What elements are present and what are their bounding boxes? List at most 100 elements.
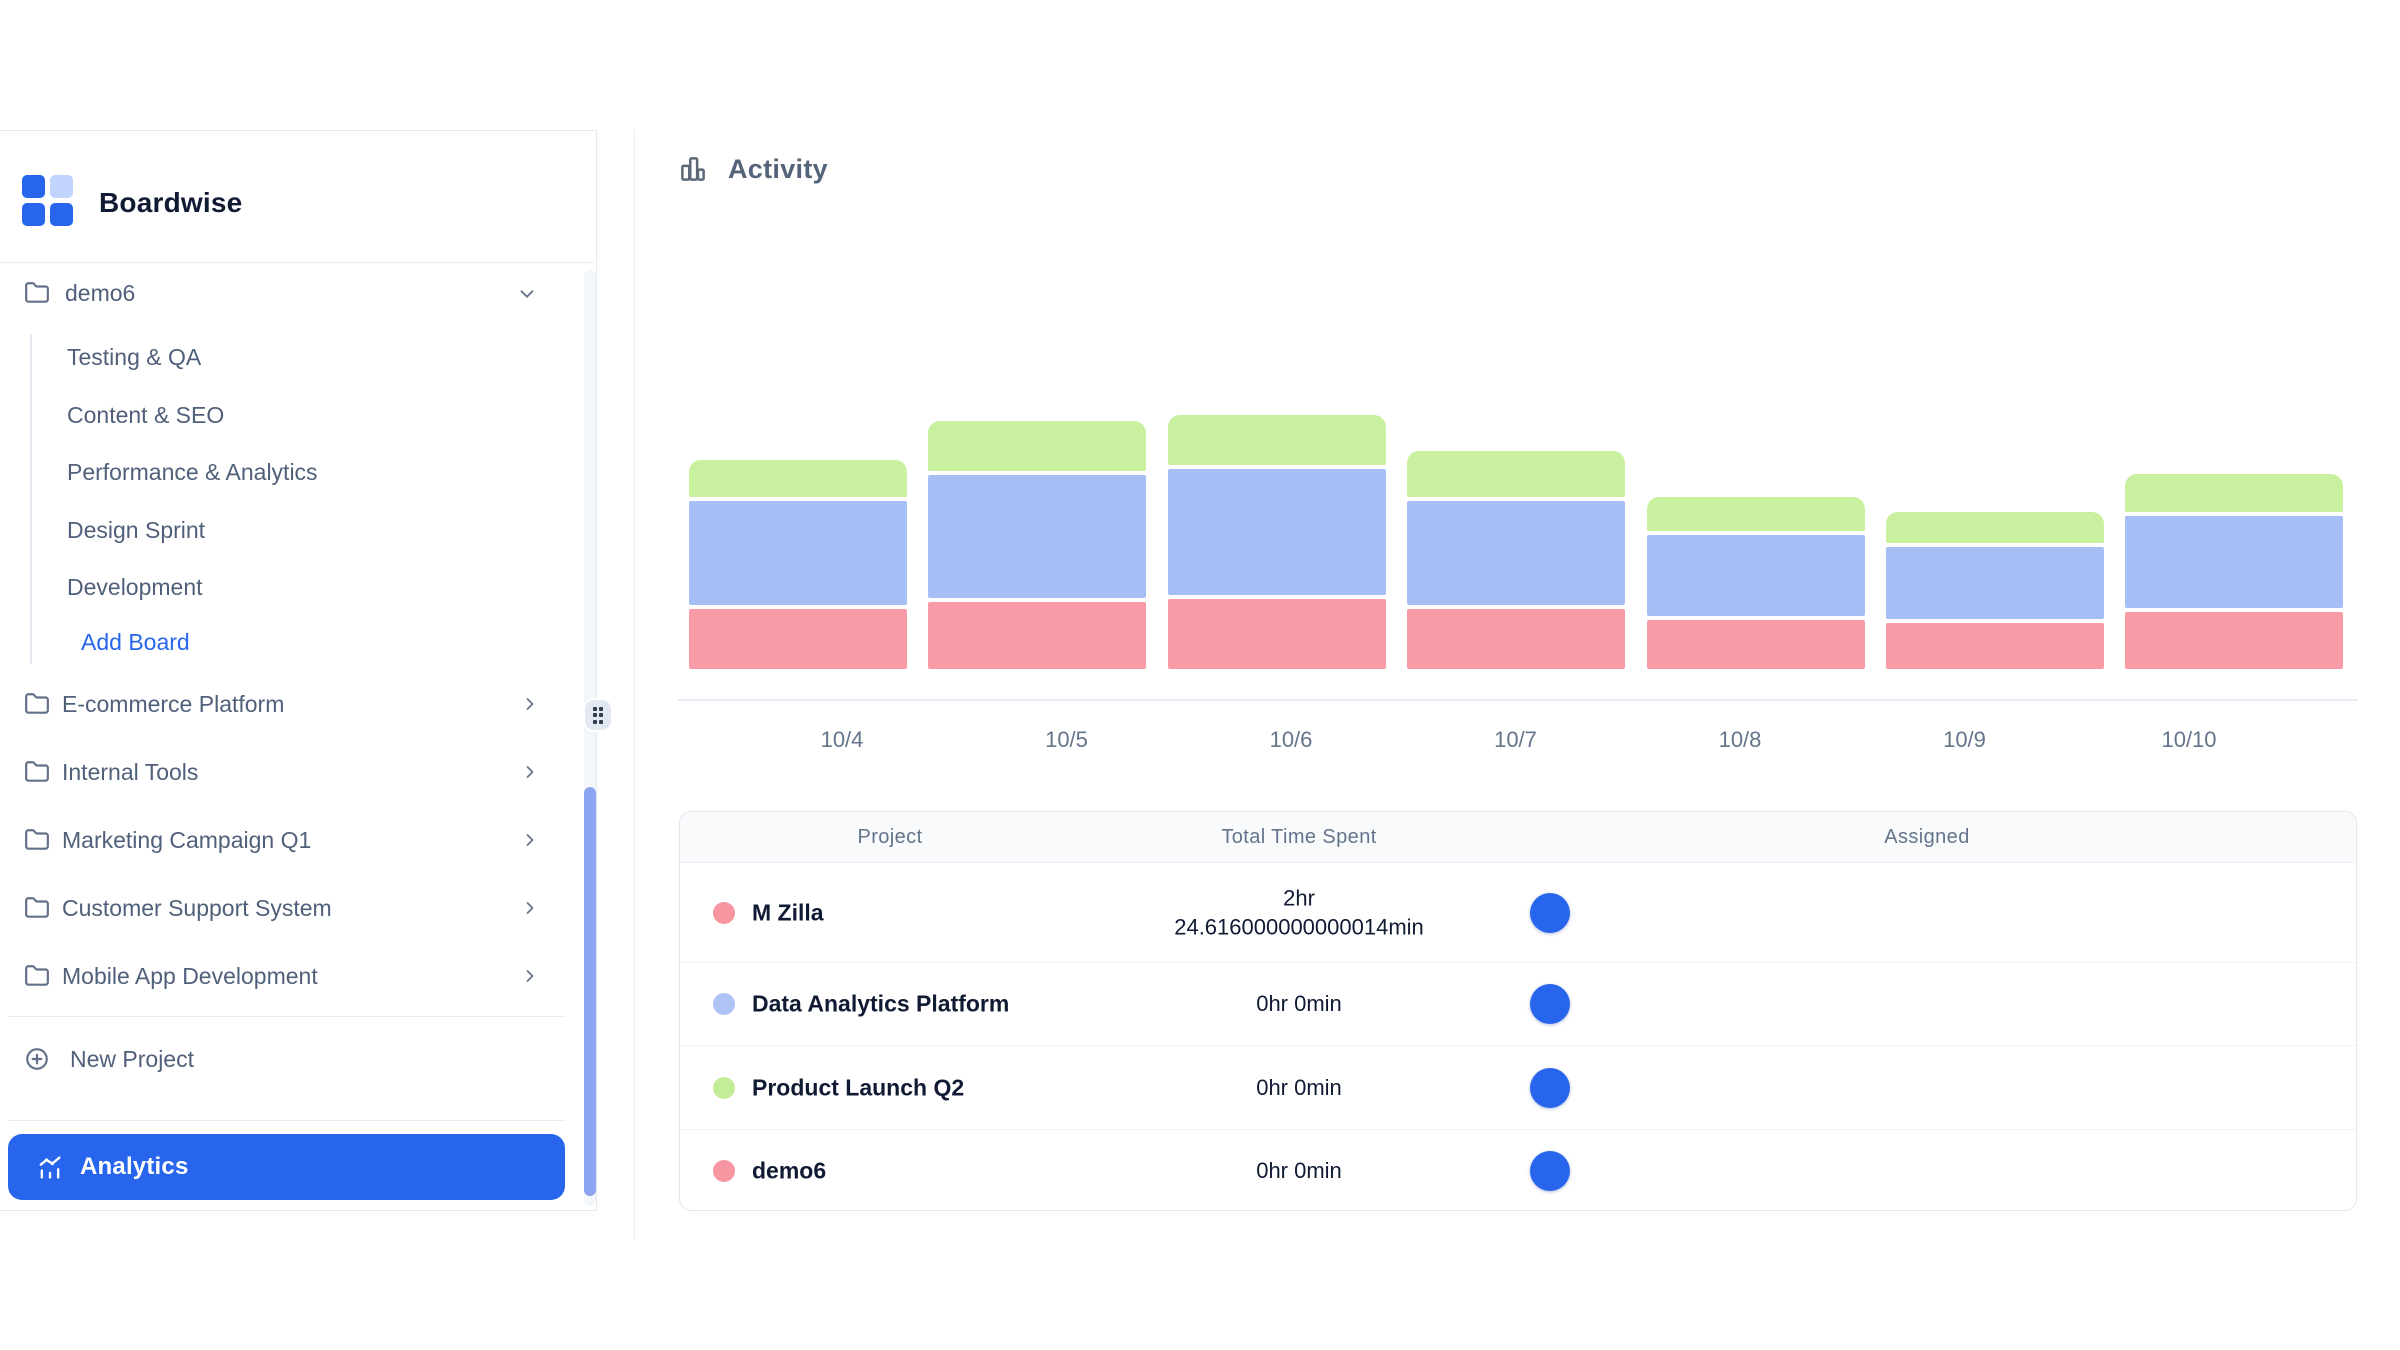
bar-segment-pink[interactable]	[689, 609, 907, 669]
project-group-label: demo6	[65, 280, 136, 306]
bar-segment-green[interactable]	[1886, 512, 2104, 543]
stacked-bar[interactable]	[1167, 413, 1386, 669]
sidebar-board-item[interactable]: Testing & QA	[67, 344, 202, 370]
sidebar-project-item[interactable]: Internal Tools	[0, 738, 560, 806]
sidebar-board-item[interactable]: Content & SEO	[67, 401, 225, 428]
analytics-label: Analytics	[80, 1153, 189, 1180]
bar-segment-blue[interactable]	[1886, 547, 2104, 619]
sidebar-divider	[8, 1120, 565, 1121]
chart-x-labels: 10/4 10/5 10/6 10/7 10/8 10/9 10/10	[678, 727, 2358, 755]
chevron-right-icon[interactable]	[520, 694, 540, 719]
sidebar-project-item[interactable]: Customer Support System	[0, 874, 560, 942]
sidebar-project-item[interactable]: E-commerce Platform	[0, 670, 560, 738]
panel-resize-handle[interactable]	[585, 700, 611, 730]
stacked-bar[interactable]	[1886, 413, 2104, 669]
table-header: Project Total Time Spent Assigned	[680, 812, 2356, 863]
bar-segment-blue[interactable]	[1407, 501, 1626, 605]
stacked-bar[interactable]	[689, 413, 907, 669]
stacked-bar[interactable]	[1407, 413, 1626, 669]
sidebar-board-item[interactable]: Design Sprint	[67, 516, 206, 543]
project-color-dot	[713, 901, 735, 924]
content-left-border	[634, 130, 635, 1240]
sidebar: Boardwise demo6 Testing & QA Content & SE…	[0, 130, 597, 1211]
stacked-bar[interactable]	[2125, 413, 2344, 669]
logo-square	[50, 175, 73, 198]
logo-square	[22, 203, 45, 226]
logo-square	[50, 203, 73, 226]
project-label: E-commerce Platform	[62, 691, 285, 717]
sidebar-divider	[8, 1016, 565, 1017]
project-label: Customer Support System	[62, 895, 332, 921]
new-project-label: New Project	[70, 1046, 194, 1072]
bar-segment-blue[interactable]	[689, 501, 907, 605]
column-header-total-time: Total Time Spent	[1221, 826, 1377, 848]
folder-icon	[24, 691, 50, 722]
bar-segment-green[interactable]	[1407, 451, 1626, 497]
activity-header: Activity	[678, 152, 828, 186]
x-axis-label: 10/7	[1494, 727, 1537, 752]
bar-segment-blue[interactable]	[1167, 469, 1386, 595]
bar-segment-pink[interactable]	[1167, 599, 1386, 669]
stacked-bar[interactable]	[928, 413, 1147, 669]
project-label: Marketing Campaign Q1	[62, 827, 312, 853]
activity-title: Activity	[728, 153, 828, 184]
table-body: M Zilla 2hr 24.616000000000014min Data Ana…	[680, 863, 2356, 1210]
bar-segment-green[interactable]	[1646, 497, 1865, 531]
add-board-button[interactable]: Add Board	[81, 629, 190, 655]
folder-icon	[24, 759, 50, 790]
indent-guide-line	[30, 334, 32, 664]
bar-segment-blue[interactable]	[2125, 516, 2344, 608]
bar-segment-pink[interactable]	[1886, 623, 2104, 669]
app-title: Boardwise	[99, 187, 243, 218]
bar-chart-icon	[681, 157, 705, 181]
sidebar-project-item[interactable]: Marketing Campaign Q1	[0, 806, 560, 874]
project-color-dot	[713, 1076, 735, 1099]
bar-segment-pink[interactable]	[928, 602, 1147, 669]
sidebar-item-demo6[interactable]: demo6	[0, 267, 560, 319]
total-time-value: 0hr 0min	[1256, 1074, 1342, 1100]
folder-icon	[24, 963, 50, 994]
assigned-avatar[interactable]	[1530, 984, 1570, 1024]
sidebar-board-item[interactable]: Development	[67, 574, 203, 601]
table-row: Data Analytics Platform 0hr 0min	[680, 962, 2356, 1045]
sidebar-board-item[interactable]: Performance & Analytics	[67, 459, 318, 486]
folder-icon	[24, 827, 50, 858]
bar-segment-green[interactable]	[689, 460, 907, 497]
project-color-dot	[713, 1159, 735, 1182]
sidebar-header-divider	[0, 262, 594, 263]
assigned-avatar[interactable]	[1530, 1150, 1570, 1191]
folder-icon	[24, 280, 50, 311]
bar-segment-pink[interactable]	[1646, 620, 1865, 669]
chevron-right-icon[interactable]	[520, 966, 540, 991]
bar-segment-pink[interactable]	[2125, 612, 2344, 669]
bar-segment-blue[interactable]	[928, 475, 1147, 598]
table-row: demo6 0hr 0min	[680, 1129, 2356, 1210]
bar-segment-green[interactable]	[928, 421, 1147, 471]
bar-segment-green[interactable]	[1167, 415, 1386, 465]
sidebar-project-item[interactable]: Mobile App Development	[0, 942, 560, 1010]
project-label: Internal Tools	[62, 759, 199, 785]
logo-square	[22, 175, 45, 198]
column-header-project: Project	[857, 826, 923, 848]
sidebar-scrollbar-thumb[interactable]	[584, 787, 596, 1196]
table-row: M Zilla 2hr 24.616000000000014min	[680, 863, 2356, 962]
project-name: demo6	[752, 1157, 827, 1183]
project-label: Mobile App Development	[62, 963, 318, 989]
analytics-button[interactable]: Analytics	[8, 1134, 565, 1200]
chevron-right-icon[interactable]	[520, 762, 540, 787]
activity-table: Project Total Time Spent Assigned M Zill…	[679, 811, 2357, 1211]
bar-segment-blue[interactable]	[1646, 535, 1865, 616]
chevron-right-icon[interactable]	[520, 898, 540, 923]
assigned-avatar[interactable]	[1530, 892, 1570, 933]
plus-circle-icon	[24, 1046, 50, 1077]
project-name: M Zilla	[752, 899, 824, 925]
new-project-button[interactable]: New Project	[0, 1033, 560, 1085]
bar-segment-pink[interactable]	[1407, 609, 1626, 669]
stacked-bar[interactable]	[1646, 413, 1865, 669]
assigned-avatar[interactable]	[1530, 1067, 1570, 1108]
bar-segment-green[interactable]	[2125, 474, 2344, 512]
chevron-right-icon[interactable]	[520, 830, 540, 855]
chevron-down-icon[interactable]	[516, 283, 538, 310]
total-time-value: 2hr 24.616000000000014min	[1174, 884, 1424, 940]
